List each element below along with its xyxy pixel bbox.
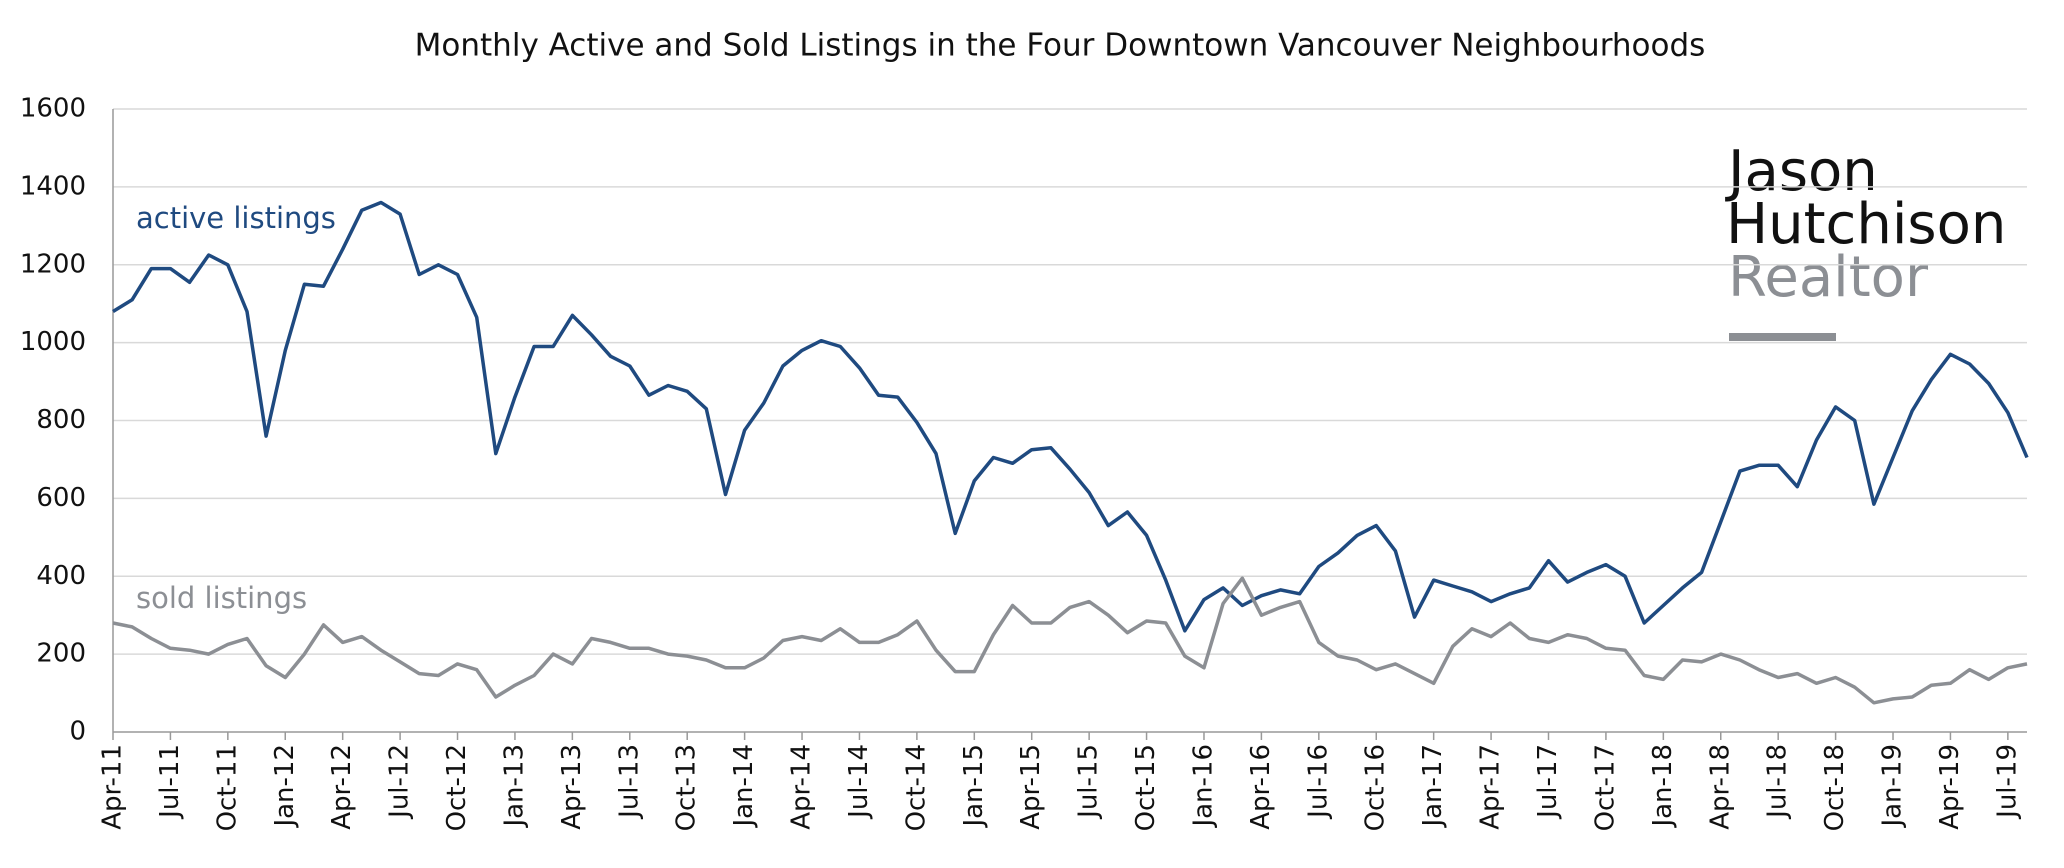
y-tick-label: 400 [36, 561, 86, 591]
data-line [112, 200, 2029, 633]
x-tick-label: Jul-18 [1763, 744, 1793, 820]
x-tick-label: Jan-12 [270, 744, 300, 829]
x-tick-label: Oct-15 [1131, 744, 1161, 831]
y-tick-label: 1400 [20, 171, 86, 201]
x-tick-label: Jan-14 [729, 744, 759, 829]
x-tick-label: Jul-13 [614, 744, 644, 820]
x-tick-label: Oct-14 [901, 744, 931, 831]
x-tick-label: Jul-17 [1533, 744, 1563, 820]
x-tick-label: Apr-13 [557, 744, 587, 830]
logo-text: Hutchison [1726, 192, 2006, 257]
x-tick-label: Jul-19 [1992, 744, 2022, 820]
y-tick-label: 1200 [20, 249, 86, 279]
x-tick-label: Apr-19 [1935, 744, 1965, 830]
x-tick-label: Apr-12 [327, 744, 357, 830]
x-tick-label: Jan-17 [1418, 744, 1448, 829]
x-tick-label: Oct-12 [442, 744, 472, 831]
y-tick-label: 200 [36, 639, 86, 669]
y-tick-label: 1600 [20, 94, 86, 124]
x-tick-label: Jan-16 [1188, 744, 1218, 829]
x-tick-label: Oct-13 [672, 744, 702, 831]
x-tick-label: Oct-16 [1361, 744, 1391, 831]
x-tick-label: Oct-11 [212, 744, 242, 831]
logo-bar [1729, 333, 1836, 341]
x-tick-label: Jul-15 [1074, 744, 1104, 820]
y-tick-label: 0 [69, 717, 86, 747]
x-tick-label: Jan-18 [1648, 744, 1678, 829]
x-tick-label: Jul-11 [155, 744, 185, 820]
logo-text: Jason [1725, 139, 1878, 204]
series-label: sold listings [136, 581, 307, 615]
y-tick-label: 800 [36, 405, 86, 435]
x-tick-label: Jul-12 [385, 744, 415, 820]
x-tick-label: Oct-17 [1590, 744, 1620, 831]
x-tick-label: Jul-16 [1303, 744, 1333, 820]
x-tick-label: Apr-14 [787, 744, 817, 830]
logo-text: Realtor [1728, 245, 1929, 310]
x-tick-label: Apr-11 [98, 744, 128, 830]
x-tick-label: Apr-15 [1016, 744, 1046, 830]
y-tick-label: 1000 [20, 327, 86, 357]
x-tick-label: Jul-14 [844, 744, 874, 820]
x-tick-label: Apr-16 [1246, 744, 1276, 830]
data-line [112, 576, 2028, 705]
x-tick-label: Apr-18 [1705, 744, 1735, 830]
x-tick-label: Oct-18 [1820, 744, 1850, 831]
y-tick-label: 600 [36, 483, 86, 513]
series-label: active listings [136, 201, 336, 235]
chart-title: Monthly Active and Sold Listings in the … [415, 28, 1706, 64]
x-tick-label: Jan-19 [1878, 744, 1908, 829]
x-tick-label: Jan-13 [499, 744, 529, 829]
x-tick-label: Jan-15 [959, 744, 989, 829]
x-tick-label: Apr-17 [1476, 744, 1506, 830]
